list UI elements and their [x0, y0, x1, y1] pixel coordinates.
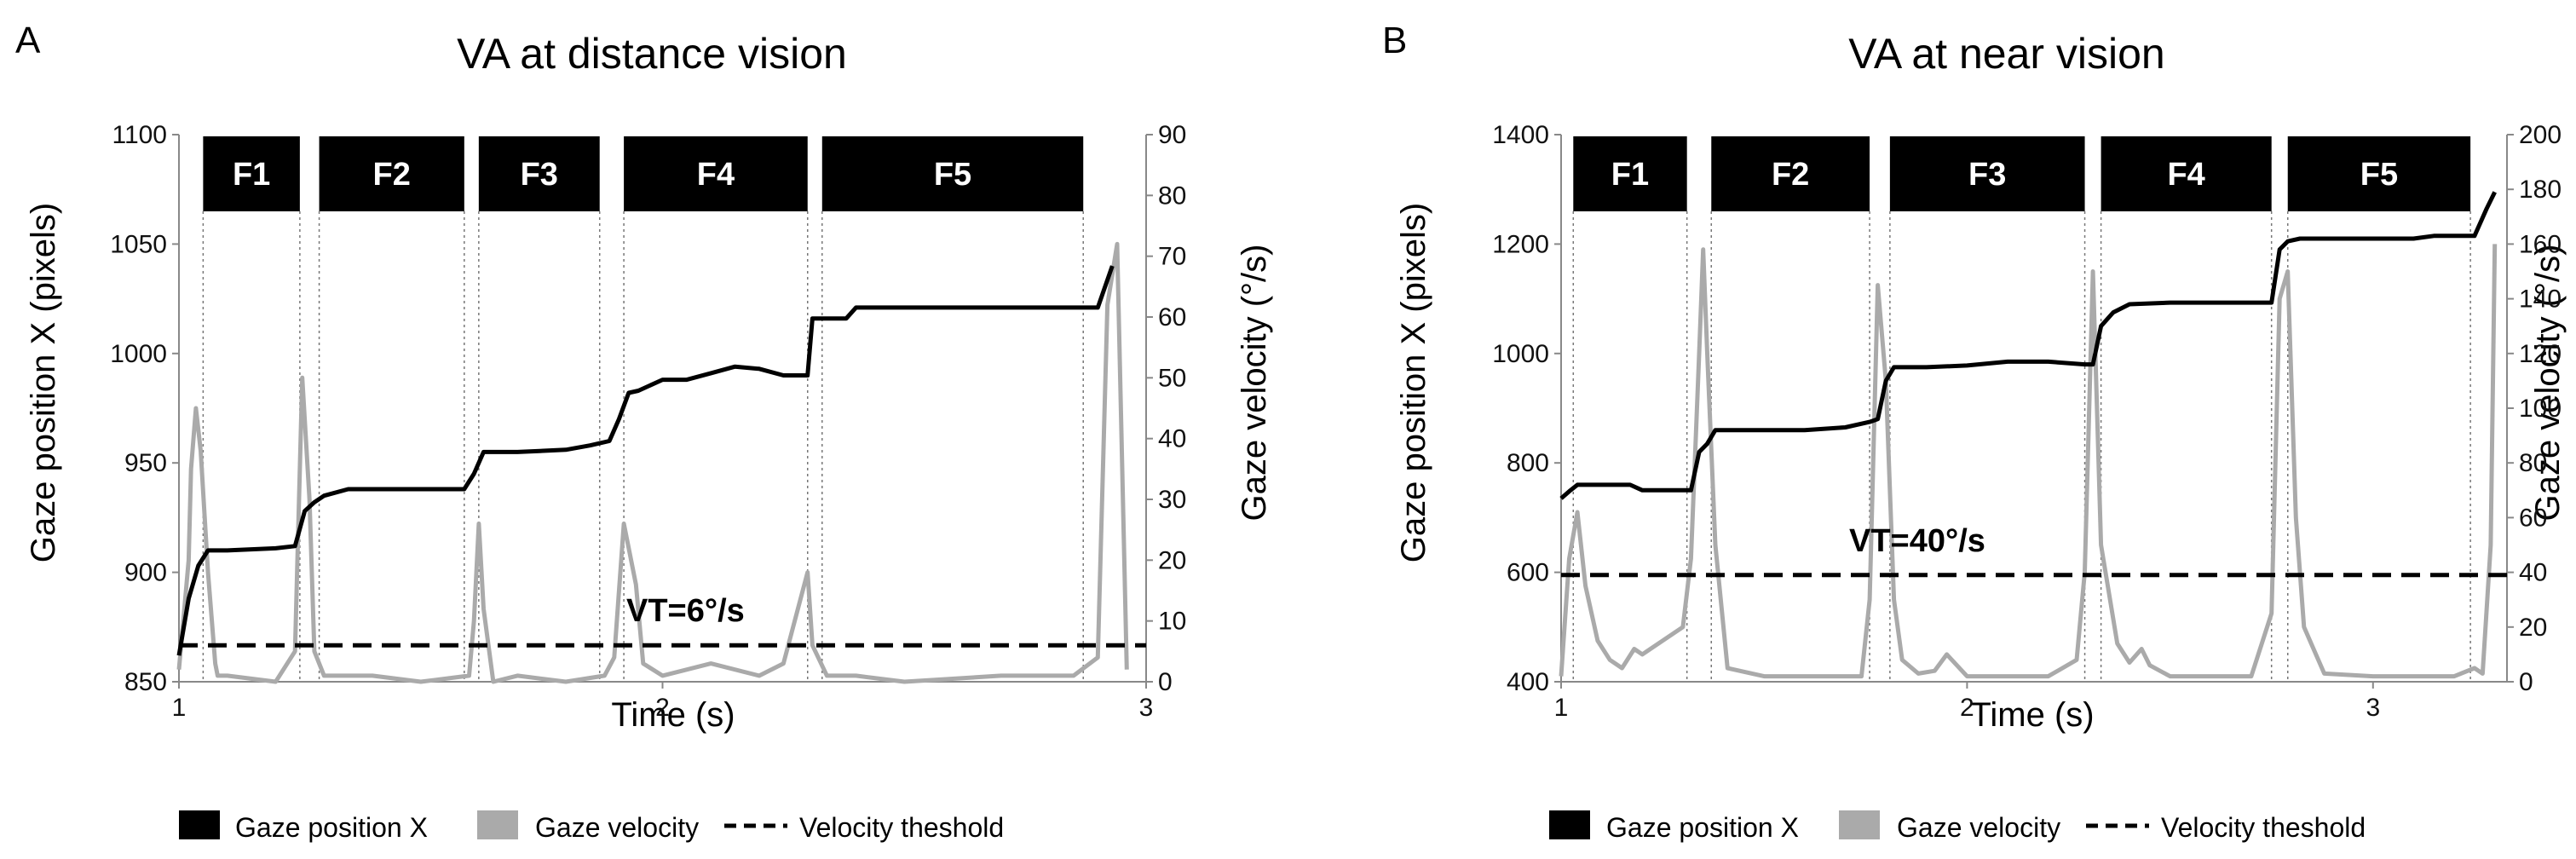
panel-a-x-axis-title: Time (s) [611, 696, 735, 734]
panel-a-fixation-box-f4 [624, 136, 808, 211]
panel-a-y-right-tick-label: 20 [1158, 546, 1186, 574]
panel-b-y-left-tick-label: 1000 [1492, 340, 1549, 368]
panel-a-x-tick-label: 1 [172, 694, 187, 722]
panel-a-y-right-tick-label: 50 [1158, 364, 1186, 392]
panel-b-series-gaze-position [1559, 191, 2497, 500]
legend-a-velocity-label: Gaze velocity [535, 812, 699, 843]
panel-a-y-right-tick-label: 90 [1158, 121, 1186, 149]
panel-b-fixation-box-f5 [2287, 136, 2471, 211]
panel-a-title: VA at distance vision [457, 30, 847, 78]
panel-a-letter: A [15, 20, 41, 61]
legend-panel-b: Gaze position X Gaze velocity Velocity t… [1549, 810, 2366, 843]
panel-b-y-right-tick-label: 0 [2519, 668, 2533, 696]
panel-b-title: VA at near vision [1848, 30, 2165, 78]
panel-a-fixation-label-f2: F2 [373, 157, 411, 193]
panel-b-fixation-box-f4 [2101, 136, 2272, 211]
panel-a-x-tick-label: 3 [1139, 694, 1154, 722]
panel-b-y-right-tick-label: 20 [2519, 614, 2547, 642]
panel-b-y-left-title: Gaze position X (pixels) [1395, 203, 1432, 562]
panel-a: A VA at distance vision Time (s) Gaze po… [15, 20, 1273, 734]
panel-b: B VA at near vision Time (s) Gaze positi… [1382, 20, 2567, 734]
panel-b-y-left-tick-label: 800 [1507, 449, 1549, 477]
legend-b-position-label: Gaze position X [1606, 812, 1799, 843]
panel-b-y-right-tick-label: 120 [2519, 340, 2562, 368]
panel-b-y-left-tick-label: 400 [1507, 668, 1549, 696]
legend-a-velocity-swatch [477, 810, 518, 839]
panel-a-series-gaze-position [176, 265, 1115, 656]
panel-b-fixation-label-f3: F3 [1968, 157, 2006, 193]
panel-a-y-right-tick-label: 70 [1158, 243, 1186, 271]
panel-a-fixation-box-f3 [478, 136, 600, 211]
panel-a-y-left-title: Gaze position X (pixels) [25, 203, 62, 562]
panel-a-y-left-tick-label: 1000 [110, 340, 167, 368]
panel-b-series-gaze-velocity [1559, 244, 2498, 679]
panel-b-fixation-box-f1 [1573, 136, 1687, 211]
panel-b-fixation-label-f5: F5 [2360, 157, 2398, 193]
panel-b-letter: B [1382, 20, 1407, 61]
panel-b-x-tick-label: 2 [1960, 694, 1974, 722]
panel-b-x-axis-title: Time (s) [1970, 696, 2094, 734]
panel-b-y-right-tick-label: 60 [2519, 504, 2547, 532]
panel-a-fixation-box-f1 [203, 136, 300, 211]
panel-a-fixation-label-f3: F3 [521, 157, 558, 193]
legend-panel-a: Gaze position X Gaze velocity Velocity t… [179, 810, 1004, 843]
panel-b-threshold-label: VT=40°/s [1849, 523, 1985, 559]
legend-a-threshold-label: Velocity theshold [799, 812, 1004, 843]
panel-a-y-right-tick-label: 10 [1158, 608, 1186, 636]
panel-b-y-right-tick-label: 40 [2519, 559, 2547, 587]
panel-a-y-left-tick-label: 900 [124, 559, 167, 587]
panel-b-y-left-tick-label: 600 [1507, 559, 1549, 587]
panel-b-fixation-box-f2 [1711, 136, 1870, 211]
panel-a-fixation-box-f2 [319, 136, 464, 211]
panel-a-fixation-label-f4: F4 [697, 157, 735, 193]
panel-b-fixation-label-f2: F2 [1772, 157, 1809, 193]
panel-a-y-right-tick-label: 30 [1158, 486, 1186, 514]
legend-b-position-swatch [1549, 810, 1590, 839]
panel-b-fixation-box-f3 [1889, 136, 2085, 211]
legend-a-position-swatch [179, 810, 220, 839]
panel-a-y-right-tick-label: 40 [1158, 425, 1186, 453]
legend-a-position-label: Gaze position X [235, 812, 428, 843]
panel-b-y-left-tick-label: 1400 [1492, 121, 1549, 149]
panel-b-y-right-tick-label: 100 [2519, 395, 2562, 423]
panel-b-y-left-tick-label: 1200 [1492, 230, 1549, 258]
panel-b-fixation-label-f1: F1 [1611, 157, 1649, 193]
panel-a-y-right-title: Gaze velocity (°/s) [1236, 245, 1273, 522]
panel-a-y-right-tick-label: 60 [1158, 303, 1186, 331]
panel-a-x-tick-label: 2 [655, 694, 670, 722]
panel-a-y-right-tick-label: 0 [1158, 668, 1173, 696]
panel-a-y-left-tick-label: 950 [124, 449, 167, 477]
panel-b-y-right-tick-label: 200 [2519, 121, 2562, 149]
panel-b-x-tick-label: 3 [2366, 694, 2380, 722]
legend-b-velocity-swatch [1839, 810, 1880, 839]
panel-b-y-right-title: Gaze velocity (°/s) [2529, 245, 2567, 522]
panel-a-series-gaze-velocity [176, 241, 1129, 684]
panel-a-y-left-tick-label: 850 [124, 668, 167, 696]
panel-a-y-right-tick-label: 80 [1158, 182, 1186, 210]
panel-b-fixation-label-f4: F4 [2167, 157, 2204, 193]
panel-b-y-right-tick-label: 140 [2519, 285, 2562, 314]
legend-b-velocity-label: Gaze velocity [1897, 812, 2060, 843]
panel-b-y-right-tick-label: 80 [2519, 449, 2547, 477]
panel-b-y-right-tick-label: 180 [2519, 176, 2562, 204]
panel-a-fixation-label-f5: F5 [934, 157, 971, 193]
panel-a-fixation-box-f5 [821, 136, 1084, 211]
legend-b-threshold-label: Velocity theshold [2161, 812, 2366, 843]
panel-a-y-left-tick-label: 1100 [112, 121, 167, 149]
panel-a-y-left-tick-label: 1050 [110, 230, 167, 258]
panel-a-fixation-label-f1: F1 [233, 157, 270, 193]
panel-b-y-right-tick-label: 160 [2519, 230, 2562, 258]
panel-a-threshold-label: VT=6°/s [626, 593, 745, 629]
panel-b-x-tick-label: 1 [1554, 694, 1569, 722]
